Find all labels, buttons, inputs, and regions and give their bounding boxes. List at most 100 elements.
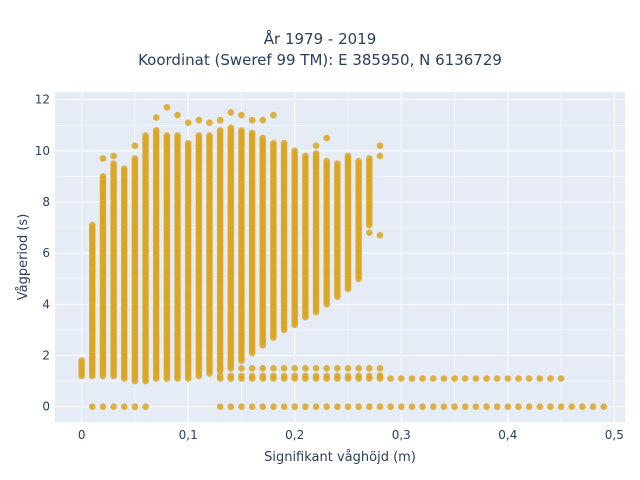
data-point bbox=[557, 375, 565, 382]
data-point bbox=[451, 375, 458, 382]
data-point bbox=[397, 403, 405, 410]
data-point bbox=[344, 152, 352, 160]
data-point bbox=[312, 403, 320, 410]
data-point bbox=[238, 127, 245, 134]
data-point bbox=[376, 231, 384, 239]
y-axis-title: Vågperiod (s) bbox=[16, 214, 31, 301]
data-point bbox=[419, 403, 426, 410]
data-point bbox=[227, 109, 235, 116]
data-point bbox=[227, 124, 235, 132]
data-point bbox=[302, 364, 309, 372]
data-point bbox=[376, 372, 384, 380]
y-tick-label: 2 bbox=[42, 348, 50, 362]
data-point bbox=[259, 364, 267, 372]
data-point bbox=[184, 119, 192, 126]
data-point bbox=[248, 372, 256, 380]
data-point bbox=[536, 403, 544, 410]
data-point bbox=[216, 127, 224, 134]
data-point bbox=[355, 364, 362, 372]
data-point bbox=[525, 403, 533, 410]
data-point bbox=[270, 364, 277, 372]
data-point bbox=[536, 375, 544, 382]
data-point bbox=[120, 403, 128, 410]
data-point bbox=[238, 364, 245, 372]
data-point bbox=[515, 403, 522, 410]
data-point bbox=[355, 372, 362, 380]
data-point bbox=[216, 116, 224, 124]
data-point bbox=[472, 375, 480, 382]
x-tick-label: 0 bbox=[78, 428, 86, 442]
data-point bbox=[302, 403, 309, 410]
y-tick-label: 12 bbox=[35, 93, 50, 107]
data-point bbox=[280, 364, 288, 372]
data-point bbox=[152, 127, 160, 134]
data-point bbox=[429, 375, 437, 382]
data-point bbox=[440, 375, 448, 382]
data-point bbox=[99, 155, 107, 162]
data-point bbox=[280, 403, 288, 410]
data-point bbox=[344, 403, 352, 410]
data-point bbox=[302, 152, 309, 160]
data-point bbox=[547, 403, 554, 410]
data-point bbox=[99, 403, 107, 410]
data-point bbox=[184, 139, 192, 147]
data-point bbox=[547, 375, 554, 382]
data-point bbox=[355, 157, 362, 165]
data-point bbox=[493, 403, 501, 410]
data-point bbox=[131, 403, 139, 410]
data-point bbox=[355, 403, 362, 410]
data-point bbox=[88, 221, 96, 229]
data-point bbox=[259, 403, 267, 410]
data-point bbox=[312, 364, 320, 372]
y-tick-label: 0 bbox=[42, 400, 50, 414]
data-point bbox=[174, 132, 181, 139]
data-point bbox=[579, 403, 586, 410]
data-point bbox=[568, 403, 576, 410]
data-point bbox=[110, 152, 117, 160]
data-point bbox=[312, 142, 320, 150]
data-point bbox=[248, 403, 256, 410]
data-point bbox=[216, 364, 224, 372]
data-point bbox=[174, 111, 181, 119]
data-point bbox=[142, 132, 149, 139]
data-point bbox=[387, 375, 394, 382]
x-tick-label: 0,5 bbox=[605, 428, 624, 442]
data-point bbox=[365, 372, 373, 380]
data-point bbox=[461, 403, 469, 410]
data-point bbox=[248, 116, 256, 124]
data-point bbox=[259, 116, 267, 124]
data-point bbox=[334, 403, 341, 410]
data-point bbox=[483, 375, 490, 382]
data-point bbox=[451, 403, 458, 410]
data-point bbox=[334, 372, 341, 380]
data-point bbox=[365, 364, 373, 372]
data-point bbox=[99, 173, 107, 180]
data-point bbox=[334, 160, 341, 167]
x-tick-label: 0,1 bbox=[179, 428, 198, 442]
data-point bbox=[387, 403, 394, 410]
x-axis-title: Signifikant våghöjd (m) bbox=[264, 450, 416, 465]
data-point bbox=[525, 375, 533, 382]
scatter-points bbox=[78, 104, 607, 410]
data-point bbox=[334, 364, 341, 372]
data-point bbox=[227, 403, 235, 410]
data-point bbox=[227, 364, 235, 372]
data-point bbox=[472, 403, 480, 410]
data-point bbox=[376, 364, 384, 372]
data-point bbox=[323, 403, 330, 410]
x-tick-label: 0,4 bbox=[498, 428, 517, 442]
data-point bbox=[270, 139, 277, 147]
chart-title-line1: År 1979 - 2019 bbox=[263, 30, 377, 48]
data-point bbox=[270, 111, 277, 119]
data-point bbox=[461, 375, 469, 382]
data-point bbox=[483, 403, 490, 410]
data-point bbox=[163, 104, 171, 111]
data-point bbox=[323, 372, 330, 380]
data-point bbox=[238, 403, 245, 410]
data-point bbox=[312, 372, 320, 380]
data-point bbox=[323, 157, 330, 165]
tick-labels: 0 0,1 0,2 0,3 0,4 0,5 0 2 4 6 8 10 12 bbox=[35, 93, 624, 442]
data-point bbox=[227, 372, 235, 380]
data-point bbox=[142, 403, 149, 410]
